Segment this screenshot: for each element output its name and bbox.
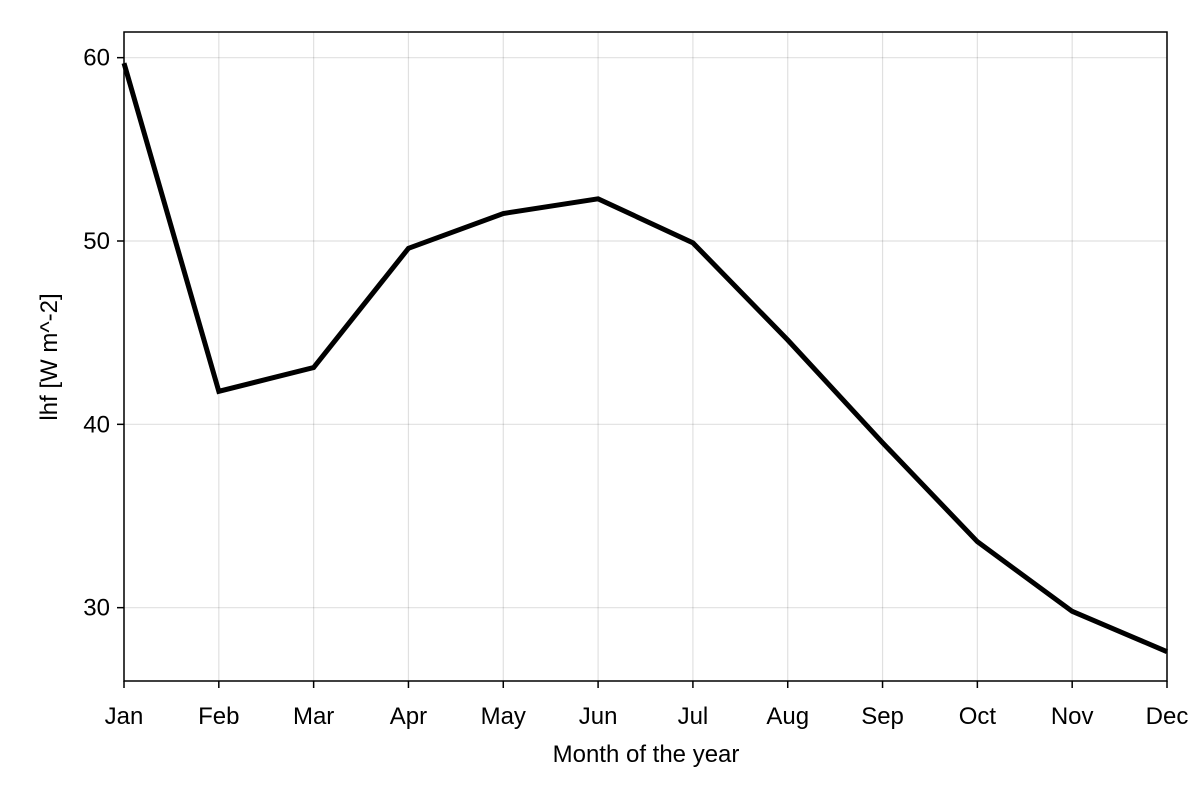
y-tick-labels: 30 40 50 60	[83, 45, 110, 622]
x-axis-label: Month of the year	[553, 741, 740, 768]
x-tick-label: Aug	[766, 703, 809, 730]
x-tick-label: Sep	[861, 703, 904, 730]
x-tick-label: Apr	[390, 703, 427, 730]
y-axis-label: lhf [W m^-2]	[36, 293, 63, 420]
plot-frame	[123, 31, 1168, 682]
x-tick-label: Jan	[105, 703, 144, 730]
x-tick-label: Jun	[579, 703, 618, 730]
x-tick-label: Mar	[293, 703, 334, 730]
tick-layer	[117, 56, 1168, 688]
y-tick-label: 60	[83, 45, 110, 72]
series-layer	[121, 62, 1168, 654]
x-tick-labels: Jan Feb Mar Apr May Jun Jul Aug Sep Oct Nov Dec	[105, 703, 1189, 730]
y-tick-label: 50	[83, 228, 110, 255]
y-tick-label: 30	[83, 595, 110, 622]
x-tick-label: Jul	[678, 703, 709, 730]
y-tick-label: 40	[83, 411, 110, 438]
x-tick-label: Dec	[1146, 703, 1189, 730]
x-tick-label: Feb	[198, 703, 239, 730]
x-tick-label: Nov	[1051, 703, 1094, 730]
grid-layer	[123, 32, 1168, 681]
series-line	[121, 62, 1168, 654]
x-tick-label: May	[481, 703, 526, 730]
x-tick-label: Oct	[959, 703, 997, 730]
